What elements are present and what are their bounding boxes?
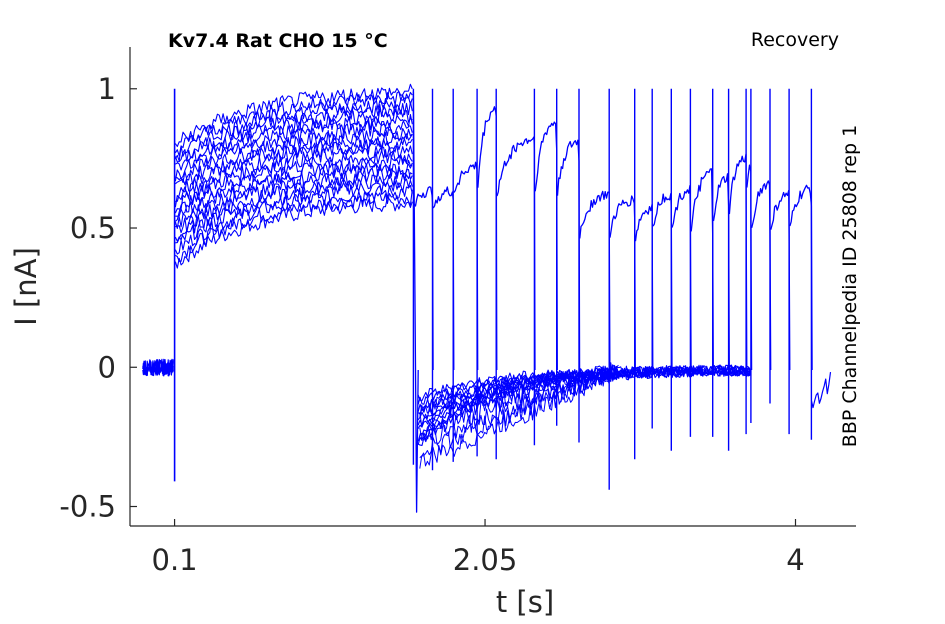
current-traces xyxy=(142,83,832,513)
recovery-plateau-trace xyxy=(751,180,772,371)
prepulse-trace xyxy=(174,96,413,162)
y-axis-label: I [nA] xyxy=(9,247,43,326)
prepulse-trace xyxy=(174,83,413,148)
chart-subtitle: Recovery xyxy=(751,29,839,51)
dataset-id-annotation: BBP Channelpedia ID 25808 rep 1 xyxy=(839,125,861,447)
y-tick-label: 0.5 xyxy=(70,211,116,245)
prepulse-trace xyxy=(175,126,413,186)
recovery-plateau-trace xyxy=(453,161,479,371)
y-axis-ticks: 1 0.5 0 -0.5 xyxy=(59,72,137,524)
prepulse-trace xyxy=(175,108,413,171)
recovery-plateau-trace xyxy=(413,186,434,371)
recovery-plateau-trace xyxy=(556,139,581,371)
y-tick-label: -0.5 xyxy=(59,490,116,524)
recovery-plateau-trace xyxy=(432,186,455,371)
prepulse-offset xyxy=(412,91,419,513)
recovery-plateau-trace xyxy=(534,121,558,371)
chart-title: Kv7.4 Rat CHO 15 °C xyxy=(168,30,388,52)
prepulse-trace xyxy=(174,145,413,214)
prepulse-trace xyxy=(174,136,413,208)
recovery-plateau-trace xyxy=(712,173,730,371)
prepulse-trace xyxy=(174,196,413,269)
recovery-plateau-trace xyxy=(496,136,536,371)
recovery-plateau-trace xyxy=(770,189,791,371)
y-tick-label: 0 xyxy=(98,350,116,384)
recovery-plateau-trace xyxy=(789,184,813,371)
prepulse-trace xyxy=(175,149,413,222)
prepulse-trace xyxy=(175,154,413,217)
recovery-plateau-trace xyxy=(728,153,748,371)
recovery-plateau-trace xyxy=(477,106,498,371)
tail-trace xyxy=(810,372,832,409)
recovery-plateau-trace xyxy=(652,192,673,371)
x-tick-label: 0.1 xyxy=(152,543,198,577)
x-axis-ticks: 0.1 2.05 4 xyxy=(152,519,805,577)
recovery-plateau-trace xyxy=(671,185,692,371)
x-tick-label: 4 xyxy=(786,543,804,577)
baseline-trace xyxy=(142,359,174,377)
prepulse-trace xyxy=(175,119,413,183)
y-tick-label: 1 xyxy=(98,72,116,106)
x-tick-label: 2.05 xyxy=(453,543,518,577)
recovery-plateau-trace xyxy=(609,195,636,371)
recovery-plateau-trace xyxy=(634,203,654,371)
prepulse-trace xyxy=(174,91,413,157)
prepulse-trace xyxy=(174,101,413,163)
prepulse-trace xyxy=(175,178,413,244)
x-axis-label: t [s] xyxy=(496,585,554,619)
recovery-plateau-trace xyxy=(579,190,611,371)
prepulse-trace xyxy=(174,184,413,255)
recovery-plateau-trace xyxy=(690,168,714,371)
prepulse-trace xyxy=(175,189,413,262)
baseline-trace xyxy=(142,358,174,376)
